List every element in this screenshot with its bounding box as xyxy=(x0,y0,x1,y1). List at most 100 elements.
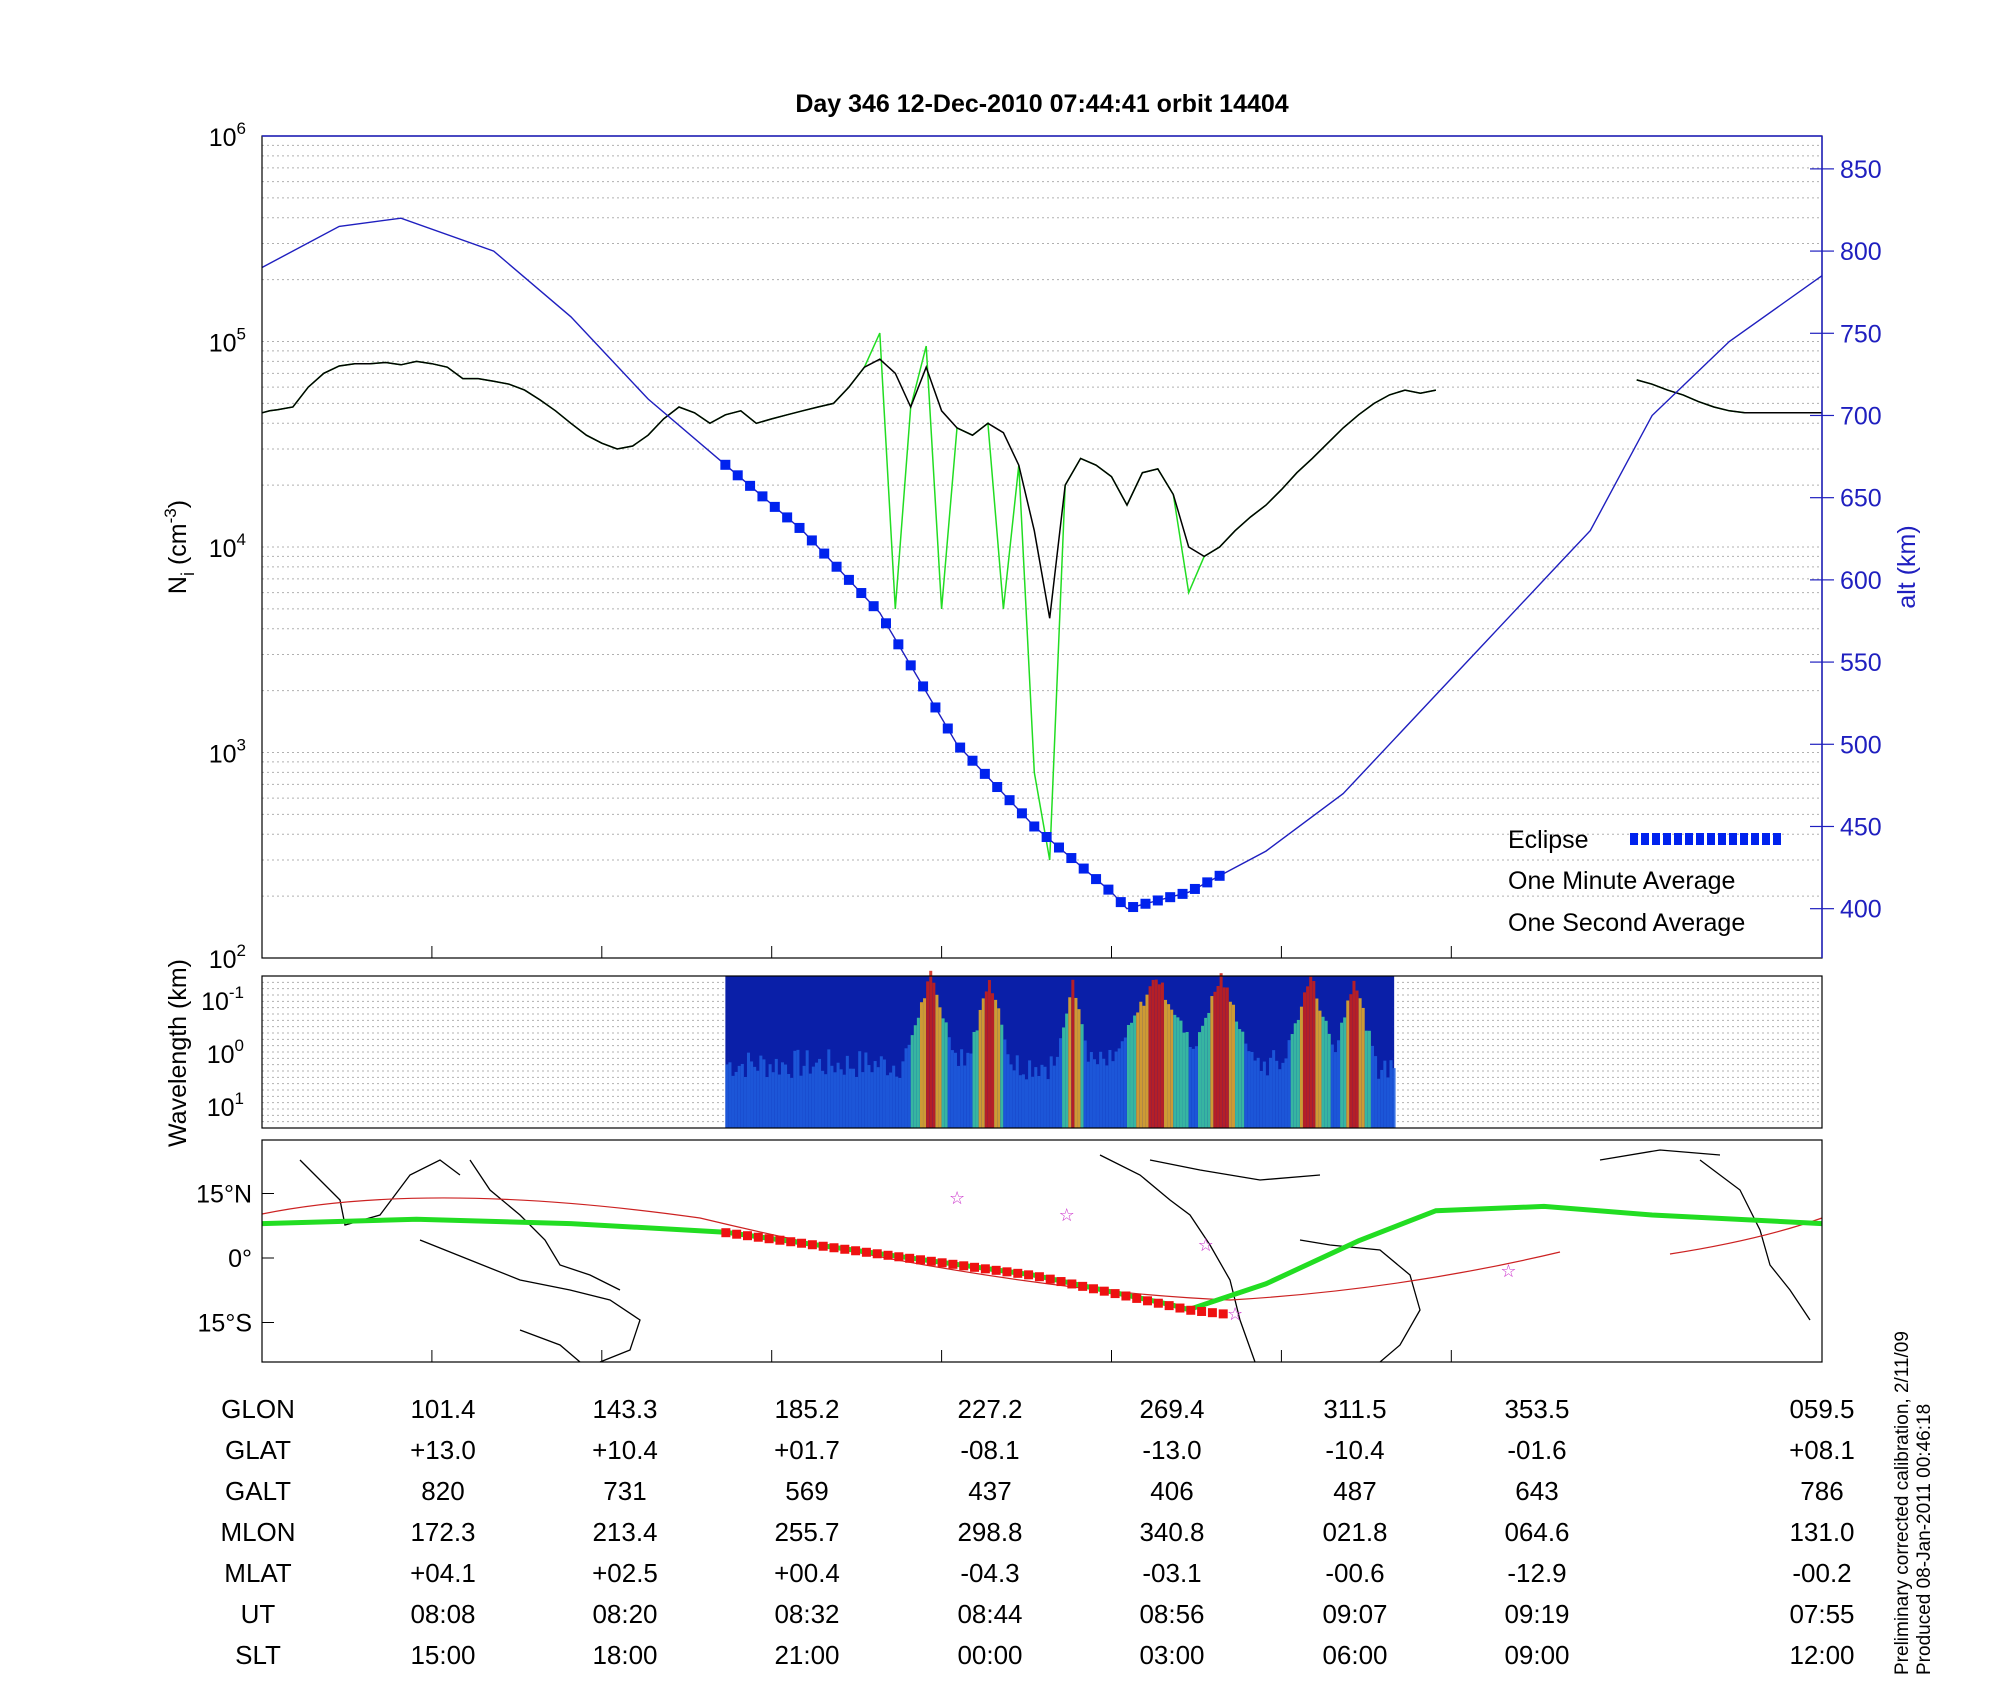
spectrogram-column xyxy=(991,993,995,1128)
tick-base: 10 xyxy=(209,124,237,152)
spectrogram-column xyxy=(923,998,927,1128)
spectrogram-column xyxy=(963,1065,967,1128)
spectrogram-column xyxy=(1157,984,1161,1128)
spectrogram-column xyxy=(762,1059,766,1128)
spectrogram-column xyxy=(1386,1077,1390,1128)
spectrogram-column xyxy=(935,994,939,1128)
spectrogram-column xyxy=(1327,1033,1331,1128)
spectrogram-column xyxy=(1068,997,1072,1128)
spectrogram-column xyxy=(848,1068,852,1128)
spectrogram-column xyxy=(802,1065,806,1128)
spectrogram-column xyxy=(907,1044,911,1128)
legend-eclipse-square xyxy=(1707,833,1715,845)
spectrogram-column xyxy=(1340,1022,1344,1128)
table-cell: 131.0 xyxy=(1789,1517,1854,1547)
spectrogram-column xyxy=(981,998,985,1128)
eclipse-track-marker xyxy=(1175,1303,1185,1313)
spectrogram-column xyxy=(1111,1061,1115,1128)
eclipse-marker xyxy=(1140,898,1151,909)
spectrogram-column xyxy=(1290,1034,1294,1128)
eclipse-marker xyxy=(720,459,731,470)
legend-eclipse-square xyxy=(1773,833,1781,845)
spectrogram-column xyxy=(1225,987,1229,1128)
tick-exp: 4 xyxy=(237,530,246,549)
spectrogram-column xyxy=(1278,1069,1282,1128)
table-cell: 15:00 xyxy=(410,1640,475,1670)
eclipse-marker xyxy=(831,561,842,572)
eclipse-track-marker xyxy=(959,1261,969,1271)
table-cell: 786 xyxy=(1800,1476,1843,1506)
spectrogram-column xyxy=(1265,1075,1269,1128)
y2-tick-label: 450 xyxy=(1840,813,1882,841)
spectrogram-column xyxy=(836,1062,840,1128)
ground-track-lines: ☆ ☆ ☆ ☆ ☆ xyxy=(261,1188,1823,1325)
eclipse-marker xyxy=(732,470,743,481)
eclipse-marker xyxy=(843,574,854,585)
table-cell: 09:00 xyxy=(1504,1640,1569,1670)
spectrogram-column xyxy=(793,1050,797,1128)
spectrogram-column xyxy=(756,1070,760,1128)
table-cell: +01.7 xyxy=(774,1435,840,1465)
eclipse-track-marker xyxy=(1121,1291,1131,1301)
legend-eclipse-square xyxy=(1630,833,1638,845)
eclipse-track-marker xyxy=(818,1241,828,1251)
spectrogram-column xyxy=(1052,1065,1056,1128)
spectrogram-column xyxy=(994,999,998,1128)
eclipse-marker xyxy=(992,782,1003,793)
spectrogram-column xyxy=(1154,979,1158,1128)
table-cell: 437 xyxy=(968,1476,1011,1506)
y-tick-label: 102 xyxy=(209,941,246,974)
spectrogram-column xyxy=(1346,1000,1350,1128)
legend-eclipse-square xyxy=(1641,833,1649,845)
table-row-label: GLON xyxy=(221,1394,295,1424)
density-y-label: Ni (cm-3) xyxy=(161,500,198,594)
spectrogram-column xyxy=(1188,1046,1192,1128)
spectrogram-column xyxy=(941,1018,945,1128)
spectrogram-column xyxy=(929,970,933,1128)
coastline-segment xyxy=(1599,1149,1721,1161)
spectrogram-column xyxy=(768,1064,772,1128)
table-cell: 08:44 xyxy=(957,1599,1022,1629)
spectrogram-y-tick-label: 100 xyxy=(207,1036,244,1069)
spectrogram-column xyxy=(975,1030,979,1128)
eclipse-marker xyxy=(806,535,817,546)
eclipse-track-marker xyxy=(775,1235,785,1245)
eclipse-marker xyxy=(819,548,830,559)
y2-tick-label: 650 xyxy=(1840,485,1882,513)
spectrogram-column xyxy=(1293,1023,1297,1128)
spectrogram-column xyxy=(1364,1030,1368,1128)
spectrogram-column xyxy=(784,1064,788,1128)
spectrogram-column xyxy=(1358,998,1362,1128)
tick-exp: 3 xyxy=(237,736,246,755)
spectrogram-column xyxy=(1374,1056,1378,1128)
table-cell: 059.5 xyxy=(1789,1394,1854,1424)
spectrogram-column xyxy=(842,1074,846,1128)
eclipse-marker xyxy=(1053,842,1064,853)
table-cell: 311.5 xyxy=(1323,1394,1386,1424)
eclipse-marker xyxy=(967,755,978,766)
spectrogram-column xyxy=(1058,1038,1062,1128)
coastline-segment xyxy=(1099,1154,1256,1363)
eclipse-marker xyxy=(955,742,966,753)
eclipse-track-marker xyxy=(1034,1272,1044,1282)
spectrogram-column xyxy=(1383,1060,1387,1128)
spectrogram-column xyxy=(1262,1061,1266,1128)
table-cell: 340.8 xyxy=(1139,1517,1204,1547)
spectrogram-column xyxy=(972,1031,976,1128)
y2-tick-label: 700 xyxy=(1840,402,1882,430)
y-tick-label: 106 xyxy=(209,119,246,152)
spectrogram-column xyxy=(1259,1070,1263,1128)
spectrogram-column xyxy=(870,1072,874,1128)
spectrogram-column xyxy=(1167,1004,1171,1128)
spectrogram-column xyxy=(997,1008,1001,1128)
eclipse-marker xyxy=(1115,897,1126,908)
spectrogram-column xyxy=(734,1071,738,1128)
spectrogram-column xyxy=(957,1065,961,1128)
eclipse-marker xyxy=(1165,892,1176,903)
eclipse-track-marker xyxy=(1186,1305,1196,1315)
eclipse-track-marker xyxy=(894,1252,904,1262)
table-cell: -13.0 xyxy=(1142,1435,1201,1465)
spectrogram-column xyxy=(1145,994,1149,1128)
eclipse-track-marker xyxy=(1218,1309,1228,1319)
